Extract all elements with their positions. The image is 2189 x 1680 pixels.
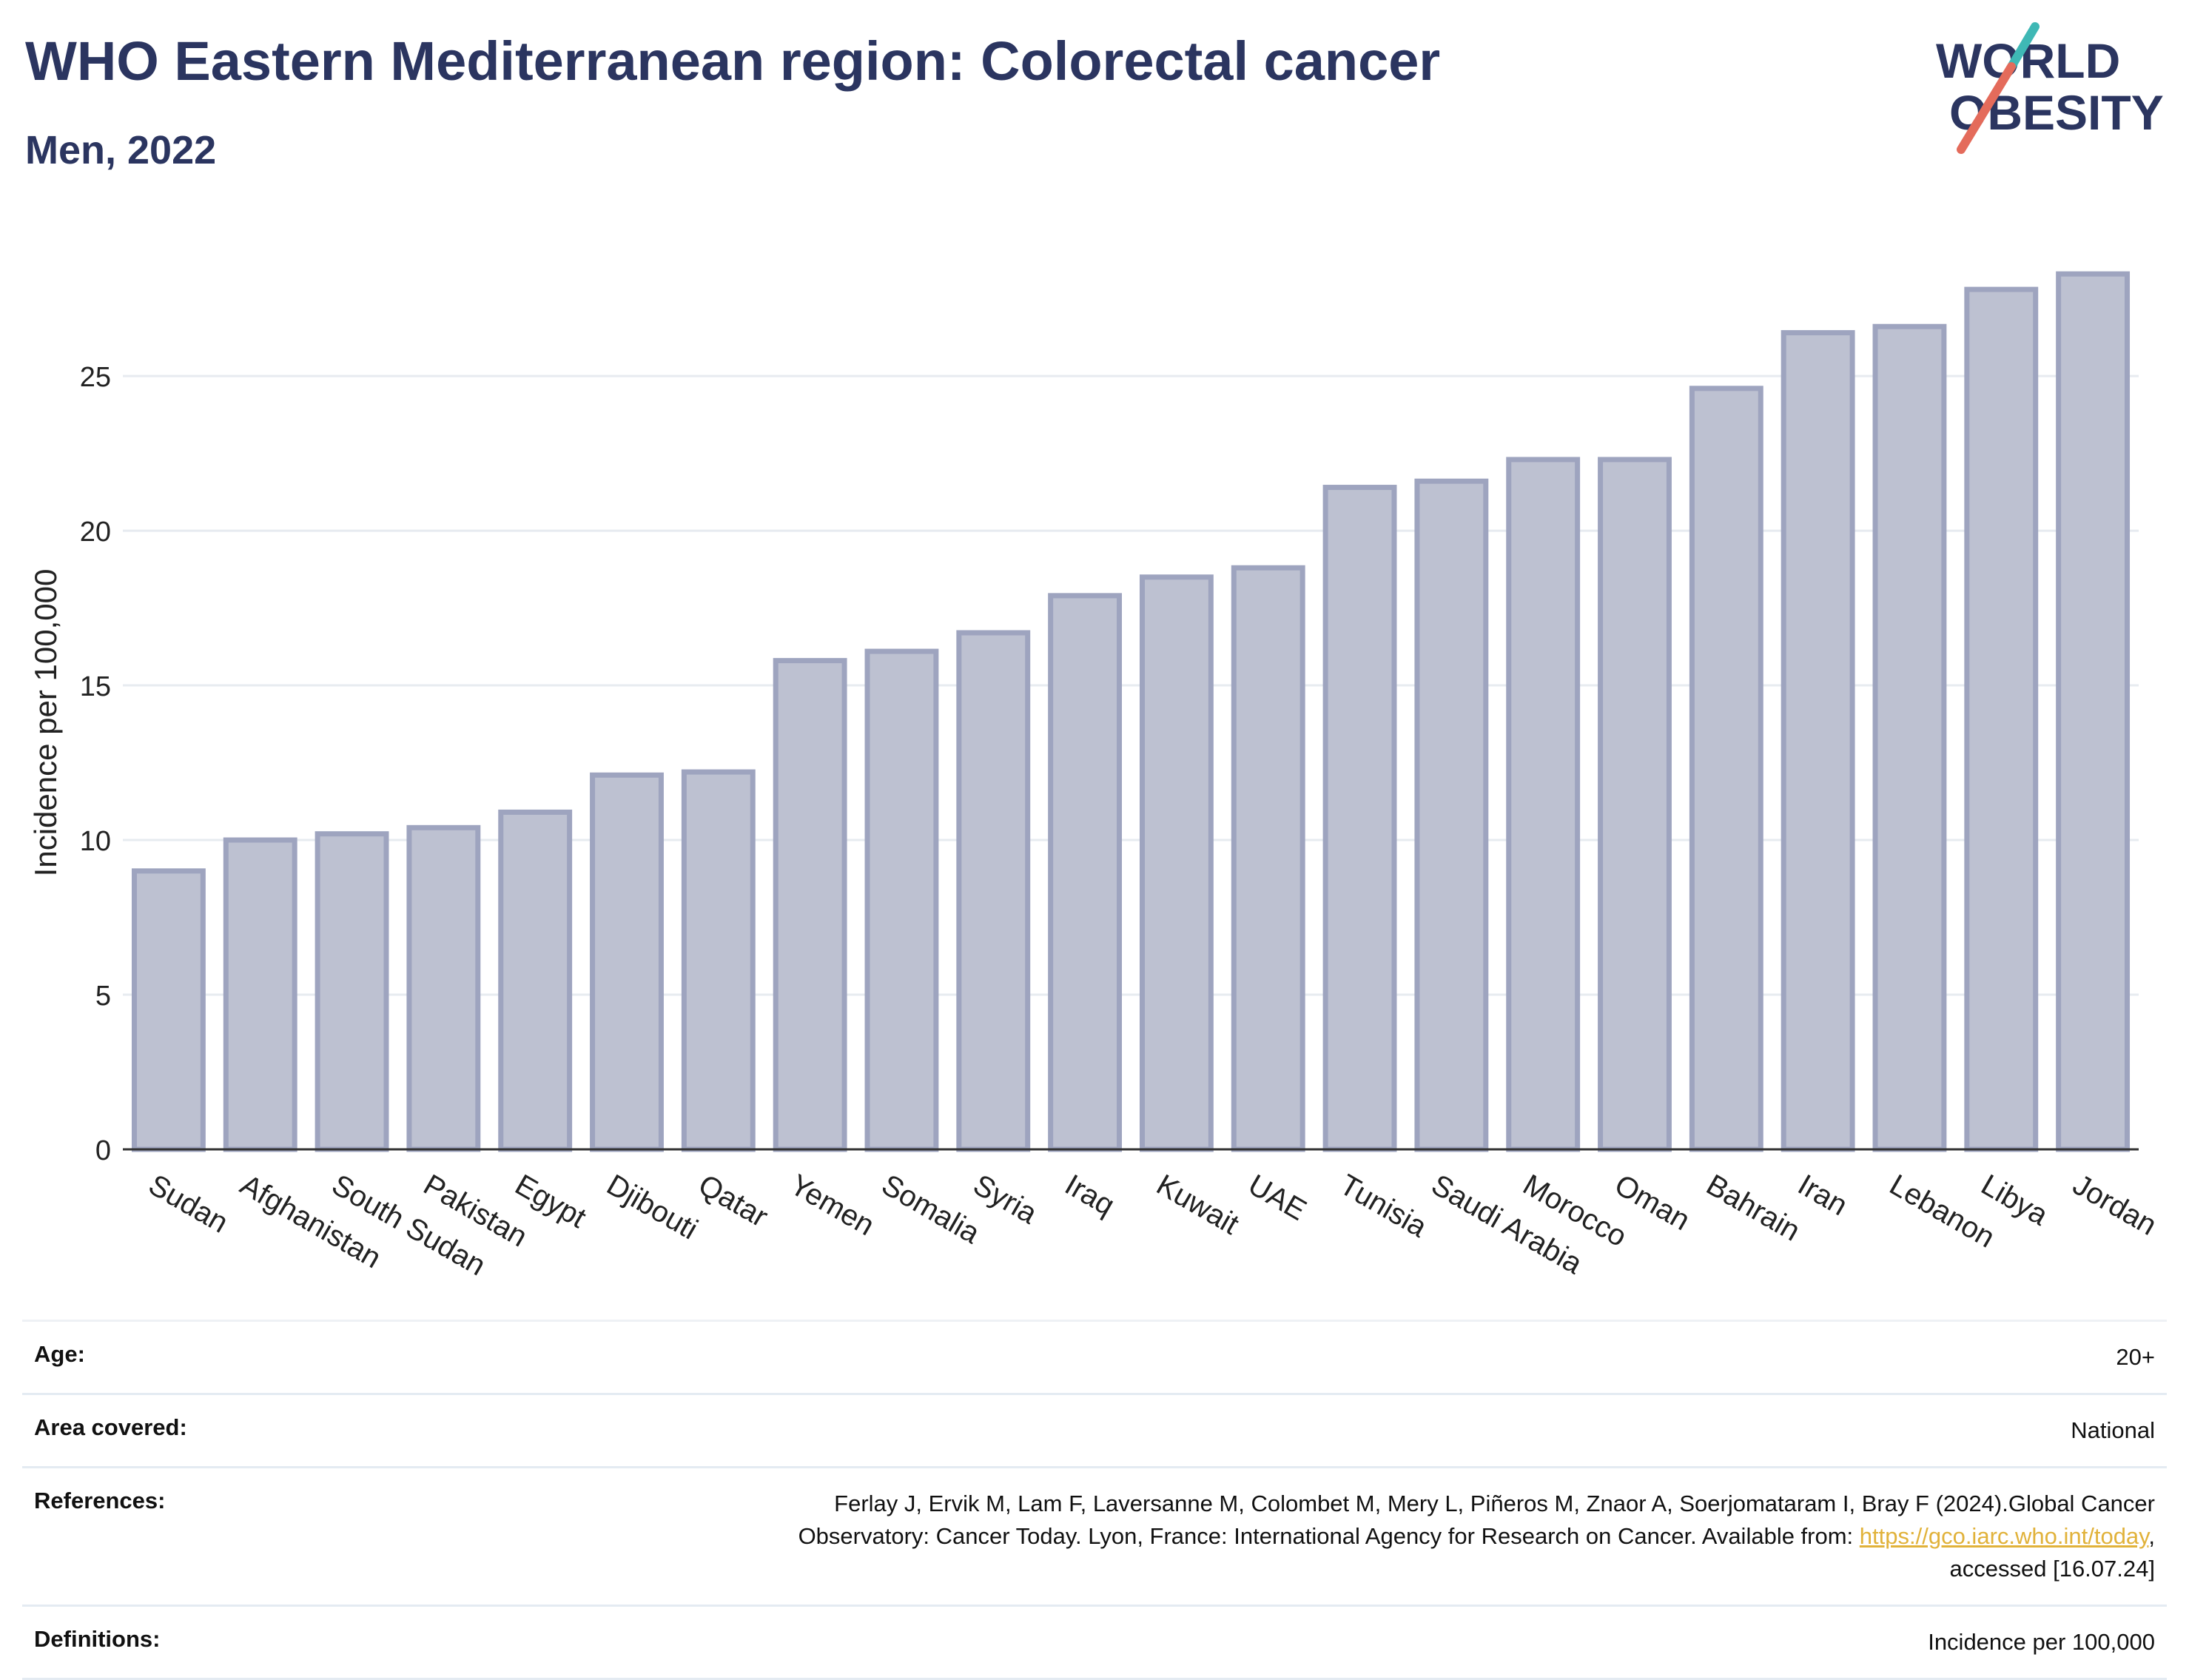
bar — [498, 809, 573, 1152]
references-link[interactable]: https://gco.iarc.who.int/today — [1859, 1523, 2149, 1549]
bar — [864, 648, 939, 1152]
bar — [1139, 574, 1214, 1152]
x-tick-label: Lebanon — [1884, 1169, 2000, 1254]
bar — [131, 868, 206, 1152]
bar — [1872, 323, 1947, 1152]
x-tick-label: Sudan — [143, 1169, 233, 1240]
bars — [131, 271, 2131, 1152]
bar — [1231, 565, 1305, 1152]
bar — [315, 831, 389, 1152]
bar — [1689, 386, 1763, 1152]
bar — [1598, 457, 1672, 1152]
meta-row-definitions: Definitions: Incidence per 100,000 — [22, 1607, 2167, 1680]
x-tick-label: Bahrain — [1701, 1169, 1805, 1248]
meta-references-label: References: — [34, 1488, 166, 1513]
bar — [590, 772, 664, 1152]
x-tick-label: Tunisia — [1334, 1169, 1433, 1244]
bar — [1964, 286, 2039, 1152]
bar — [1322, 485, 1397, 1152]
bar — [1414, 478, 1489, 1152]
bar — [1781, 330, 1855, 1152]
bar — [406, 824, 481, 1152]
y-tick-label: 10 — [80, 826, 111, 857]
references-line-1: Ferlay J, Ervik M, Lam F, Laversanne M, … — [834, 1491, 2155, 1516]
meta-area-value: National — [2071, 1417, 2155, 1443]
y-tick-label: 15 — [80, 671, 111, 702]
chart-subtitle: Men, 2022 — [25, 128, 217, 172]
meta-area-label: Area covered: — [34, 1414, 187, 1440]
meta-definitions-label: Definitions: — [34, 1626, 161, 1652]
meta-references-value: Ferlay J, Ervik M, Lam F, Laversanne M, … — [798, 1488, 2155, 1585]
x-tick-label: Jordan — [2068, 1169, 2162, 1242]
bar — [681, 769, 756, 1152]
x-tick-label: Djibouti — [602, 1169, 704, 1246]
references-line-3: accessed [16.07.24] — [1949, 1556, 2155, 1582]
x-tick-label: UAE — [1243, 1169, 1311, 1227]
metadata-table: Age: 20+ Area covered: National Referenc… — [22, 1320, 2167, 1680]
x-tick-label: South Sudan — [326, 1169, 491, 1283]
meta-row-references: References: Ferlay J, Ervik M, Lam F, La… — [22, 1468, 2167, 1607]
references-line-2-end: , — [2148, 1523, 2155, 1549]
meta-age-value: 20+ — [2116, 1344, 2155, 1370]
y-tick-label: 5 — [95, 981, 111, 1012]
y-axis-ticks: 0 5 10 15 20 25 — [80, 362, 111, 1166]
y-axis-label: Incidence per 100,000 — [28, 569, 63, 877]
references-line-2-text: Observatory: Cancer Today. Lyon, France:… — [798, 1523, 1860, 1549]
bar — [223, 837, 297, 1152]
x-tick-label: Iraq — [1060, 1169, 1120, 1223]
bar — [956, 630, 1031, 1152]
meta-row-area: Area covered: National — [22, 1395, 2167, 1468]
x-tick-label: Somalia — [876, 1169, 986, 1251]
logo-slash-coral — [1957, 62, 2016, 154]
bar — [1506, 457, 1581, 1152]
meta-age-label: Age: — [34, 1341, 85, 1367]
x-tick-label: Yemen — [784, 1169, 880, 1243]
bar — [773, 658, 847, 1152]
y-tick-label: 25 — [80, 362, 111, 393]
x-tick-label: Kuwait — [1151, 1169, 1244, 1241]
bar — [1048, 593, 1123, 1152]
meta-definitions-value: Incidence per 100,000 — [1928, 1629, 2155, 1655]
bar — [2056, 271, 2131, 1152]
world-obesity-logo: WORLD OBESITY — [1936, 22, 2164, 154]
logo-slash-teal — [2007, 22, 2040, 71]
y-tick-label: 20 — [80, 517, 111, 548]
y-tick-label: 0 — [95, 1135, 111, 1166]
x-tick-label: Qatar — [693, 1169, 773, 1234]
meta-row-age: Age: 20+ — [22, 1322, 2167, 1395]
chart-title: WHO Eastern Mediterranean region: Colore… — [25, 30, 1441, 92]
references-line-2: Observatory: Cancer Today. Lyon, France:… — [798, 1520, 2155, 1553]
x-tick-label: Iran — [1792, 1169, 1853, 1223]
